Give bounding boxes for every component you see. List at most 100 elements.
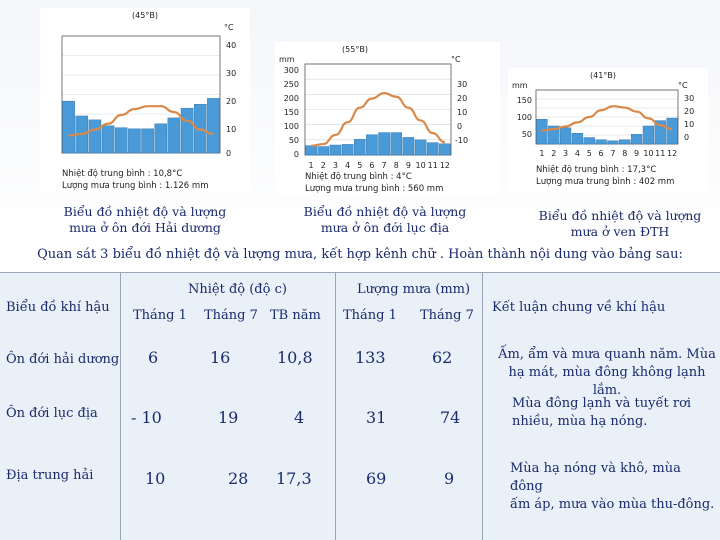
conclusion-line: Mùa đông lạnh và tuyết rơi [512,396,692,411]
rain-bar [167,117,181,154]
temp-tick: 20 [684,107,694,116]
cell-rain-jul: 74 [440,408,461,427]
header-rain-jan: Tháng 1 [343,308,397,323]
cell-rain-jan: 133 [355,348,386,367]
conclusion-line: Ấm, ẩm và mưa quanh năm. Mùa [498,347,716,362]
cell-conclusion: Mùa đông lạnh và tuyết rơi nhiều, mùa hạ… [498,395,716,431]
caption-line: mưa ở ôn đới lục địa [320,220,450,235]
rain-bar [619,139,631,145]
rain-bar [426,142,439,156]
mm-tick: 50 [522,130,532,139]
temp-tick: 0 [457,122,462,131]
info-temp: Nhiệt độ trung bình : 4°C [305,171,412,182]
mm-tick: 250 [284,80,299,89]
caption-oceanic: Biểu đồ nhiệt độ và lượng mưa ở ôn đới H… [40,204,250,236]
chart-continental-svg: (55°B) mm °C 300 250 200 150 100 50 0 30… [279,45,468,194]
rain-bar [607,140,619,145]
unit-mm: mm [279,55,295,64]
caption-line: Biểu đồ nhiệt độ và lượng [538,208,702,223]
plot-frame [61,35,221,154]
table-border [0,272,720,273]
temp-tick: 30 [684,94,694,103]
temp-tick: 0 [684,133,689,142]
rain-bar [583,137,595,145]
month-tick: 11 [428,161,438,170]
rain-bar [101,125,115,154]
temp-tick: 10 [226,125,236,134]
rain-bar [353,139,366,156]
mm-tick: 100 [284,122,299,131]
cell-temp-jan: - 10 [131,408,162,427]
cell-temp-avg: 4 [294,408,305,427]
header-rain-group: Lượng mưa (mm) [357,282,471,297]
month-tick: 2 [321,161,326,170]
rain-bar [180,107,194,154]
rain-bar [559,127,572,145]
mm-tick: 300 [284,66,299,75]
mm-tick: 100 [517,113,532,122]
mm-tick: 50 [289,136,299,145]
rain-bar [595,139,607,145]
temp-tick: 30 [226,69,236,78]
rain-bar [128,128,141,154]
temp-tick: -10 [455,136,468,145]
cell-conclusion: Mùa hạ nóng và khô, mùa đông ấm áp, mưa … [498,460,716,514]
header-temp-group: Nhiệt độ (độ c) [188,282,287,297]
month-tick: 7 [382,161,387,170]
table-divider [335,272,336,540]
chart-location: (41°B) [590,71,616,80]
month-tick: 11 [655,149,665,158]
rain-bar [571,132,584,145]
rain-bar [630,134,643,145]
rain-bar [439,143,451,156]
cell-temp-jul: 16 [210,348,231,367]
rain-bar [62,100,75,154]
row-name: Ôn đới lục địa [6,406,98,421]
cell-temp-jan: 6 [148,348,159,367]
chart-continental: (55°B) mm °C 300 250 200 150 100 50 0 30… [275,42,500,195]
rain-bar [666,117,678,145]
month-tick: 5 [587,149,592,158]
rain-bar [642,125,655,145]
temp-tick: 40 [226,41,236,50]
info-temp: Nhiệt độ trung bình : 10,8°C [62,168,182,179]
caption-line: mưa ở ven ĐTH [570,224,670,239]
header-rain-jul: Tháng 7 [420,308,474,323]
info-rain: Lượng mưa trung bình : 402 mm [536,177,674,187]
table-divider [482,272,483,540]
rain-bar [402,137,415,156]
row-name: Địa trung hải [6,468,94,483]
header-climate: Biểu đồ khí hậu [6,300,110,315]
unit-mm: mm [512,81,528,90]
month-tick: 5 [357,161,362,170]
caption-line: Biểu đồ nhiệt độ và lượng [303,204,467,219]
plot-frame [535,89,679,145]
rain-bar [341,144,354,156]
rain-bar [88,119,102,154]
conclusion-line: nhiều, mùa hạ nóng. [512,414,648,429]
cell-temp-jul: 28 [228,469,249,488]
table-divider [120,272,121,540]
month-tick: 4 [345,161,350,170]
month-tick: 9 [634,149,639,158]
temperature-line [311,92,446,147]
month-tick: 3 [333,161,338,170]
month-tick: 1 [309,161,314,170]
month-tick: 12 [667,149,677,158]
temp-tick: 20 [457,94,467,103]
info-rain: Lượng mưa trung bình : 1.126 mm [62,181,208,191]
chart-oceanic-svg: (45°B) °C 40 30 20 10 0 Nhiệt độ trung b… [61,11,236,191]
temp-tick: 10 [684,120,694,129]
header-temp-avg: TB năm [270,308,321,323]
month-tick: 9 [406,161,411,170]
cell-rain-jul: 9 [444,469,455,488]
caption-continental: Biểu đồ nhiệt độ và lượng mưa ở ôn đới l… [280,204,490,236]
cell-temp-jul: 19 [218,408,239,427]
temperature-line [68,105,214,137]
cell-temp-avg: 17,3 [276,469,312,488]
conclusion-line: Mùa hạ nóng và khô, mùa đông [510,461,681,494]
rain-bar [654,120,666,145]
mm-tick: 200 [284,94,299,103]
cell-temp-jan: 10 [145,469,166,488]
rain-bar [154,123,168,154]
